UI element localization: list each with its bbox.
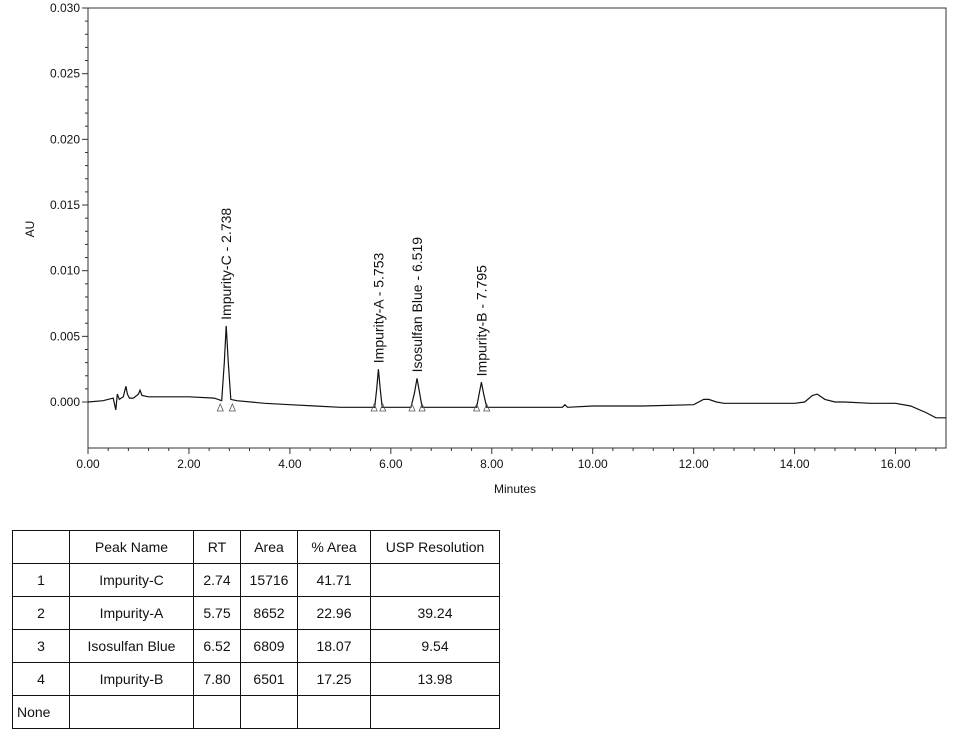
chromatogram-chart: 0.000 0.005 0.010 0.015 0.020 0.025 0.030 0.00… (23, 1, 947, 496)
row-pct-area (297, 695, 371, 729)
y-tick-label: 0.010 (50, 264, 80, 278)
x-tick-label: 16.00 (881, 457, 911, 471)
y-tick-label: 0.000 (50, 395, 80, 409)
row-peak-name: Isosulfan Blue (69, 629, 194, 663)
peak-boundary-marker (370, 403, 378, 412)
peak-results-table: Peak Name RT Area % Area USP Resolution … (12, 530, 500, 729)
x-tick-label: 6.00 (379, 457, 403, 471)
x-axis-title: Minutes (494, 482, 536, 496)
row-pct-area: 22.96 (297, 596, 371, 630)
peak-boundary-marker (408, 403, 416, 412)
table-row: 1 Impurity-C 2.74 15716 41.71 (12, 563, 500, 597)
y-tick-label: 0.020 (50, 132, 80, 146)
row-index: 3 (12, 629, 70, 663)
x-tick-label: 10.00 (578, 457, 608, 471)
table-row: None (12, 695, 500, 729)
header-pct-area: % Area (297, 530, 371, 564)
row-usp-resolution (370, 563, 500, 597)
y-tick-label: 0.025 (50, 67, 80, 81)
row-usp-resolution: 39.24 (370, 596, 500, 630)
x-tick-label: 12.00 (679, 457, 709, 471)
peak-marks: Impurity-C - 2.738 Impurity-A - 5.753 Isos… (216, 208, 491, 412)
table-row: 4 Impurity-B 7.80 6501 17.25 13.98 (12, 662, 500, 696)
x-tick-label: 4.00 (278, 457, 302, 471)
row-rt: 5.75 (193, 596, 241, 630)
row-peak-name: Impurity-B (69, 662, 194, 696)
row-area: 6501 (240, 662, 298, 696)
peak-boundary-marker (418, 403, 426, 412)
row-index: 2 (12, 596, 70, 630)
peak-boundary-marker (379, 403, 387, 412)
row-area (240, 695, 298, 729)
peak-label: Impurity-A - 5.753 (370, 252, 386, 363)
row-area: 8652 (240, 596, 298, 630)
row-pct-area: 17.25 (297, 662, 371, 696)
peak-label: Impurity-B - 7.795 (473, 265, 489, 376)
row-peak-name (69, 695, 194, 729)
row-area: 6809 (240, 629, 298, 663)
row-index: None (12, 695, 70, 729)
y-tick-label: 0.030 (50, 1, 80, 15)
row-usp-resolution: 9.54 (370, 629, 500, 663)
chromatogram-svg: 0.000 0.005 0.010 0.015 0.020 0.025 0.030 0.00… (23, 1, 947, 496)
row-usp-resolution: 13.98 (370, 662, 500, 696)
x-axis-ticks: 0.00 2.00 4.00 6.00 8.00 10.00 12.00 14.00 16.00 (76, 448, 937, 471)
row-usp-resolution (370, 695, 500, 729)
peak-boundary-marker (483, 403, 491, 412)
row-index: 4 (12, 662, 70, 696)
row-peak-name: Impurity-C (69, 563, 194, 597)
peak-boundary-marker (473, 403, 481, 412)
header-index (12, 530, 70, 564)
header-peak-name: Peak Name (69, 530, 194, 564)
table-header-row: Peak Name RT Area % Area USP Resolution (12, 530, 500, 564)
table-row: 2 Impurity-A 5.75 8652 22.96 39.24 (12, 596, 500, 630)
table-row: 3 Isosulfan Blue 6.52 6809 18.07 9.54 (12, 629, 500, 663)
row-peak-name: Impurity-A (69, 596, 194, 630)
chromatogram-trace (87, 325, 946, 419)
x-tick-label: 0.00 (76, 457, 100, 471)
row-area: 15716 (240, 563, 298, 597)
header-rt: RT (193, 530, 241, 564)
peak-boundary-marker (228, 403, 236, 412)
x-tick-label: 2.00 (177, 457, 201, 471)
header-usp-resolution: USP Resolution (370, 530, 500, 564)
row-rt: 2.74 (193, 563, 241, 597)
row-rt: 7.80 (193, 662, 241, 696)
row-pct-area: 18.07 (297, 629, 371, 663)
y-tick-label: 0.015 (50, 198, 80, 212)
row-rt: 6.52 (193, 629, 241, 663)
x-tick-label: 8.00 (480, 457, 504, 471)
y-axis-ticks: 0.000 0.005 0.010 0.015 0.020 0.025 0.030 (50, 1, 88, 409)
row-index: 1 (12, 563, 70, 597)
header-area: Area (240, 530, 298, 564)
row-rt (193, 695, 241, 729)
y-axis-title: AU (23, 221, 37, 238)
peak-boundary-marker (216, 403, 224, 412)
plot-frame (87, 7, 947, 449)
peak-label: Impurity-C - 2.738 (218, 208, 234, 320)
row-pct-area: 41.71 (297, 563, 371, 597)
x-tick-label: 14.00 (780, 457, 810, 471)
y-tick-label: 0.005 (50, 329, 80, 343)
peak-label: Isosulfan Blue - 6.519 (409, 237, 425, 373)
